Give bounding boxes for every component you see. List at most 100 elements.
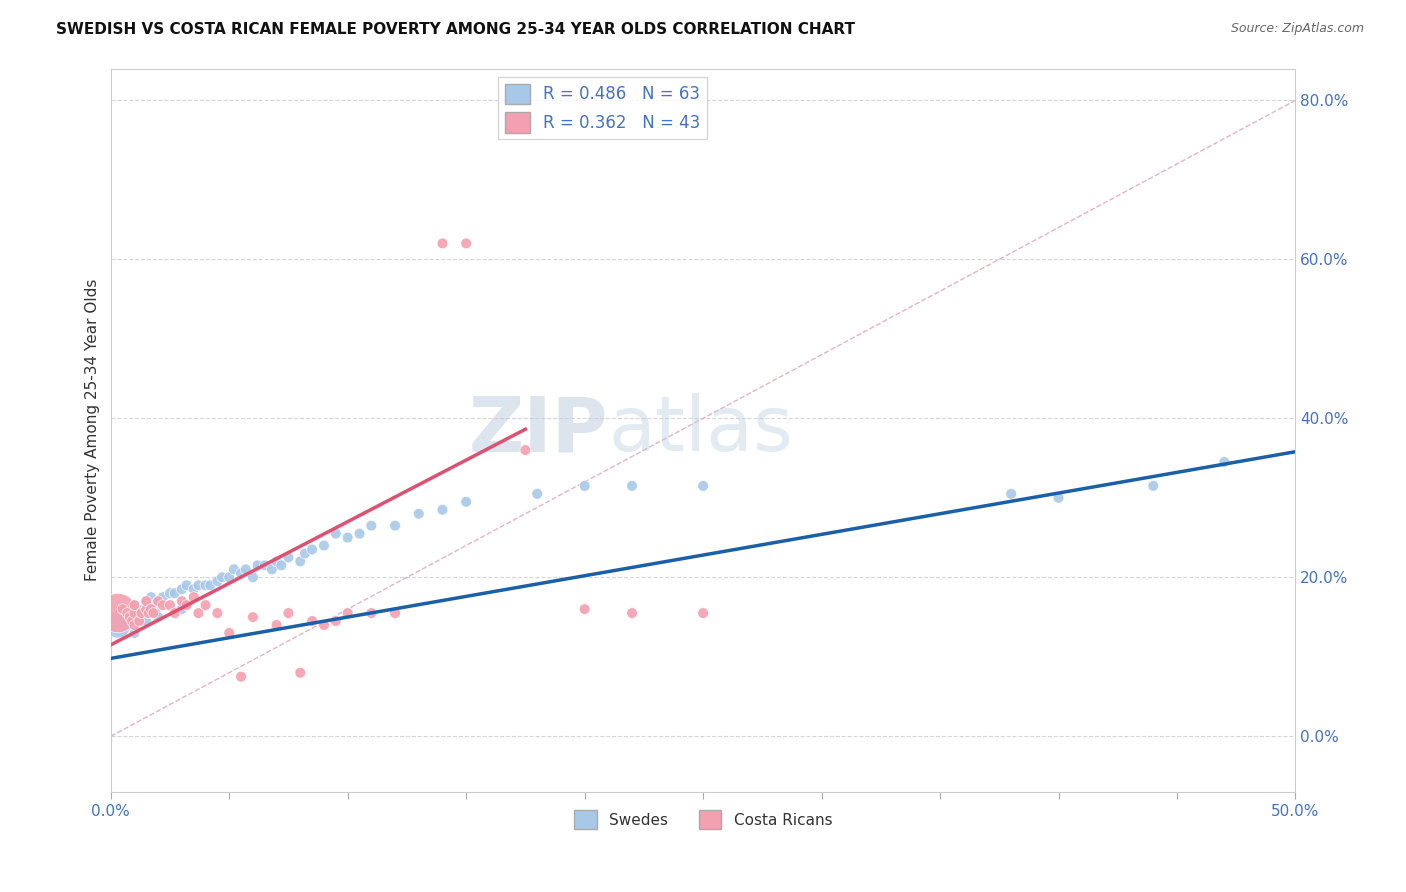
Point — [124, 606, 146, 620]
Point — [574, 479, 596, 493]
Point — [142, 606, 165, 620]
Point — [139, 602, 162, 616]
Point — [107, 618, 129, 632]
Point — [211, 570, 233, 584]
Point — [312, 539, 335, 553]
Point — [360, 606, 382, 620]
Point — [146, 610, 169, 624]
Point — [432, 236, 454, 251]
Point — [277, 606, 299, 620]
Point — [325, 526, 347, 541]
Point — [111, 602, 134, 616]
Point — [456, 495, 478, 509]
Point — [131, 610, 153, 624]
Point — [146, 594, 169, 608]
Point — [218, 570, 240, 584]
Point — [301, 542, 323, 557]
Point — [187, 578, 209, 592]
Point — [118, 610, 141, 624]
Point — [692, 606, 714, 620]
Point — [294, 546, 316, 560]
Point — [117, 606, 139, 620]
Point — [142, 598, 165, 612]
Point — [408, 507, 430, 521]
Point — [229, 670, 252, 684]
Point — [170, 602, 193, 616]
Point — [131, 606, 153, 620]
Point — [207, 606, 229, 620]
Point — [121, 614, 143, 628]
Point — [246, 558, 269, 573]
Text: SWEDISH VS COSTA RICAN FEMALE POVERTY AMONG 25-34 YEAR OLDS CORRELATION CHART: SWEDISH VS COSTA RICAN FEMALE POVERTY AM… — [56, 22, 855, 37]
Point — [312, 618, 335, 632]
Legend: Swedes, Costa Ricans: Swedes, Costa Ricans — [568, 804, 838, 835]
Point — [229, 566, 252, 581]
Point — [253, 558, 276, 573]
Point — [139, 590, 162, 604]
Point — [360, 518, 382, 533]
Point — [336, 531, 359, 545]
Point — [132, 602, 155, 616]
Point — [242, 570, 264, 584]
Point — [218, 626, 240, 640]
Point — [128, 614, 150, 628]
Point — [235, 562, 257, 576]
Point — [145, 606, 167, 620]
Point — [131, 606, 153, 620]
Point — [207, 574, 229, 589]
Point — [574, 602, 596, 616]
Text: Source: ZipAtlas.com: Source: ZipAtlas.com — [1230, 22, 1364, 36]
Point — [138, 606, 160, 620]
Point — [124, 598, 146, 612]
Point — [200, 578, 222, 592]
Point — [118, 610, 141, 624]
Point — [146, 594, 169, 608]
Point — [135, 614, 157, 628]
Point — [515, 443, 537, 458]
Point — [124, 606, 146, 620]
Point — [621, 606, 644, 620]
Point — [121, 614, 143, 628]
Point — [336, 606, 359, 620]
Point — [183, 582, 205, 597]
Point — [301, 614, 323, 628]
Point — [1047, 491, 1070, 505]
Point — [1213, 455, 1236, 469]
Point — [152, 590, 174, 604]
Point — [260, 562, 283, 576]
Point — [290, 665, 312, 680]
Point — [176, 598, 198, 612]
Point — [187, 606, 209, 620]
Point — [290, 554, 312, 568]
Point — [170, 582, 193, 597]
Point — [277, 550, 299, 565]
Point — [526, 487, 548, 501]
Point — [163, 586, 186, 600]
Point — [159, 586, 181, 600]
Point — [384, 606, 406, 620]
Point — [183, 590, 205, 604]
Point — [325, 614, 347, 628]
Point — [194, 578, 217, 592]
Point — [135, 594, 157, 608]
Point — [456, 236, 478, 251]
Point — [124, 626, 146, 640]
Point — [266, 554, 288, 568]
Point — [384, 518, 406, 533]
Point — [1142, 479, 1164, 493]
Point — [138, 606, 160, 620]
Point — [170, 594, 193, 608]
Point — [135, 602, 157, 616]
Point — [432, 502, 454, 516]
Point — [124, 618, 146, 632]
Point — [194, 598, 217, 612]
Point — [266, 618, 288, 632]
Point — [107, 606, 129, 620]
Point — [163, 606, 186, 620]
Point — [135, 594, 157, 608]
Point — [242, 610, 264, 624]
Point — [111, 602, 134, 616]
Point — [117, 606, 139, 620]
Point — [124, 598, 146, 612]
Point — [270, 558, 292, 573]
